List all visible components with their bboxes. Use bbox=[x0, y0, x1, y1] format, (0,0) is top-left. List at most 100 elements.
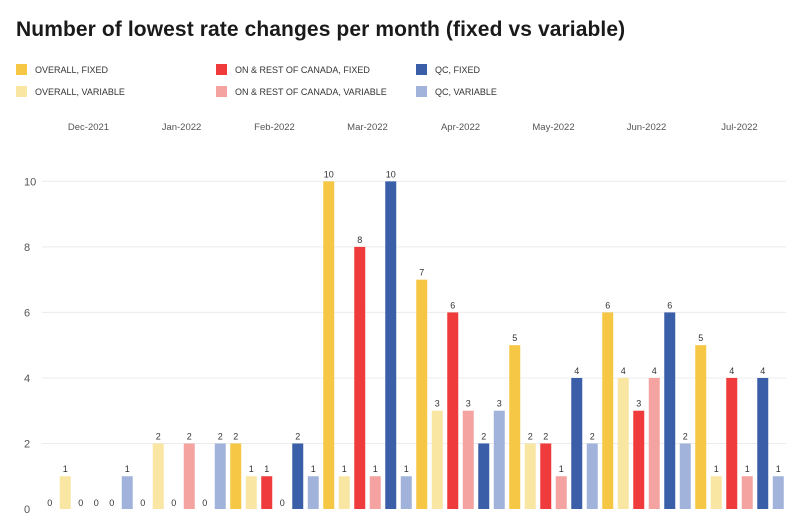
legend-label: OVERALL, FIXED bbox=[35, 64, 109, 75]
legend-label: QC, FIXED bbox=[435, 64, 481, 75]
data-label: 2 bbox=[295, 431, 300, 441]
data-label: 3 bbox=[636, 399, 641, 409]
legend-swatch bbox=[216, 86, 227, 97]
bar bbox=[571, 377, 583, 509]
data-label: 2 bbox=[543, 431, 548, 441]
data-label: 1 bbox=[373, 464, 378, 474]
legend-label: OVERALL, VARIABLE bbox=[35, 86, 125, 97]
bar bbox=[400, 476, 412, 509]
data-label: 0 bbox=[94, 498, 99, 508]
data-label: 3 bbox=[466, 399, 471, 409]
data-label: 0 bbox=[171, 498, 176, 508]
legend-label: QC, VARIABLE bbox=[435, 86, 497, 97]
data-label: 4 bbox=[621, 366, 626, 376]
bar bbox=[369, 476, 381, 509]
bar bbox=[524, 443, 536, 509]
data-label: 4 bbox=[729, 366, 734, 376]
legend-item-on-fixed[interactable]: ON & REST OF CANADA, FIXED bbox=[216, 64, 370, 75]
legend-swatch bbox=[216, 64, 227, 75]
bar bbox=[152, 443, 164, 509]
bar bbox=[664, 312, 676, 509]
data-label: 1 bbox=[714, 464, 719, 474]
bar bbox=[447, 312, 459, 509]
y-tick-label: 8 bbox=[24, 242, 30, 254]
legend: OVERALL, FIXED OVERALL, VARIABLE ON & RE… bbox=[16, 64, 776, 104]
bar bbox=[214, 443, 226, 509]
bar bbox=[462, 410, 474, 509]
bar bbox=[555, 476, 567, 509]
data-label: 3 bbox=[435, 399, 440, 409]
bar bbox=[540, 443, 552, 509]
data-label: 1 bbox=[311, 464, 316, 474]
legend-label: ON & REST OF CANADA, FIXED bbox=[235, 64, 370, 75]
bar bbox=[741, 476, 753, 509]
data-label: 0 bbox=[47, 498, 52, 508]
y-tick-label: 4 bbox=[24, 373, 30, 385]
legend-swatch bbox=[416, 86, 427, 97]
category-label: Jun-2022 bbox=[627, 122, 667, 133]
data-label: 8 bbox=[357, 235, 362, 245]
bar bbox=[710, 476, 722, 509]
bar bbox=[183, 443, 195, 509]
bar bbox=[416, 279, 428, 509]
legend-item-qc-variable[interactable]: QC, VARIABLE bbox=[416, 86, 497, 97]
bar bbox=[307, 476, 319, 509]
bar bbox=[493, 410, 505, 509]
bar bbox=[726, 377, 738, 509]
data-label: 1 bbox=[249, 464, 254, 474]
legend-item-qc-fixed[interactable]: QC, FIXED bbox=[416, 64, 480, 75]
category-label: Feb-2022 bbox=[254, 122, 295, 133]
data-label: 10 bbox=[324, 169, 334, 179]
bar bbox=[509, 345, 521, 509]
bar bbox=[121, 476, 133, 509]
data-label: 2 bbox=[683, 431, 688, 441]
category-label: Jul-2022 bbox=[721, 122, 757, 133]
data-label: 7 bbox=[419, 268, 424, 278]
legend-swatch bbox=[416, 64, 427, 75]
bar bbox=[772, 476, 784, 509]
legend-item-overall-fixed[interactable]: OVERALL, FIXED bbox=[16, 64, 108, 75]
data-label: 1 bbox=[63, 464, 68, 474]
data-label: 2 bbox=[528, 431, 533, 441]
bar bbox=[586, 443, 598, 509]
data-label: 6 bbox=[450, 300, 455, 310]
bar bbox=[323, 181, 335, 509]
category-label: Dec-2021 bbox=[68, 122, 109, 133]
data-label: 2 bbox=[481, 431, 486, 441]
data-label: 0 bbox=[140, 498, 145, 508]
bar bbox=[617, 377, 629, 509]
data-label: 2 bbox=[187, 431, 192, 441]
data-label: 4 bbox=[760, 366, 765, 376]
data-label: 4 bbox=[574, 366, 579, 376]
category-label: Jan-2022 bbox=[162, 122, 202, 133]
legend-label: ON & REST OF CANADA, VARIABLE bbox=[235, 86, 387, 97]
y-tick-label: 6 bbox=[24, 307, 30, 319]
bar bbox=[602, 312, 614, 509]
bar bbox=[431, 410, 443, 509]
bar bbox=[59, 476, 71, 509]
data-label: 0 bbox=[280, 498, 285, 508]
bar bbox=[679, 443, 691, 509]
data-label: 4 bbox=[652, 366, 657, 376]
y-tick-label: 2 bbox=[24, 438, 30, 450]
data-label: 0 bbox=[78, 498, 83, 508]
bar bbox=[245, 476, 257, 509]
category-label: Mar-2022 bbox=[347, 122, 388, 133]
data-label: 1 bbox=[125, 464, 130, 474]
bar bbox=[757, 377, 769, 509]
data-label: 1 bbox=[404, 464, 409, 474]
bar bbox=[648, 377, 660, 509]
bar bbox=[292, 443, 304, 509]
bar bbox=[338, 476, 350, 509]
legend-swatch bbox=[16, 86, 27, 97]
data-label: 0 bbox=[202, 498, 207, 508]
legend-item-on-variable[interactable]: ON & REST OF CANADA, VARIABLE bbox=[216, 86, 387, 97]
data-label: 2 bbox=[590, 431, 595, 441]
bar bbox=[261, 476, 273, 509]
data-label: 1 bbox=[264, 464, 269, 474]
data-label: 1 bbox=[776, 464, 781, 474]
data-label: 2 bbox=[233, 431, 238, 441]
data-label: 6 bbox=[667, 300, 672, 310]
legend-item-overall-variable[interactable]: OVERALL, VARIABLE bbox=[16, 86, 125, 97]
